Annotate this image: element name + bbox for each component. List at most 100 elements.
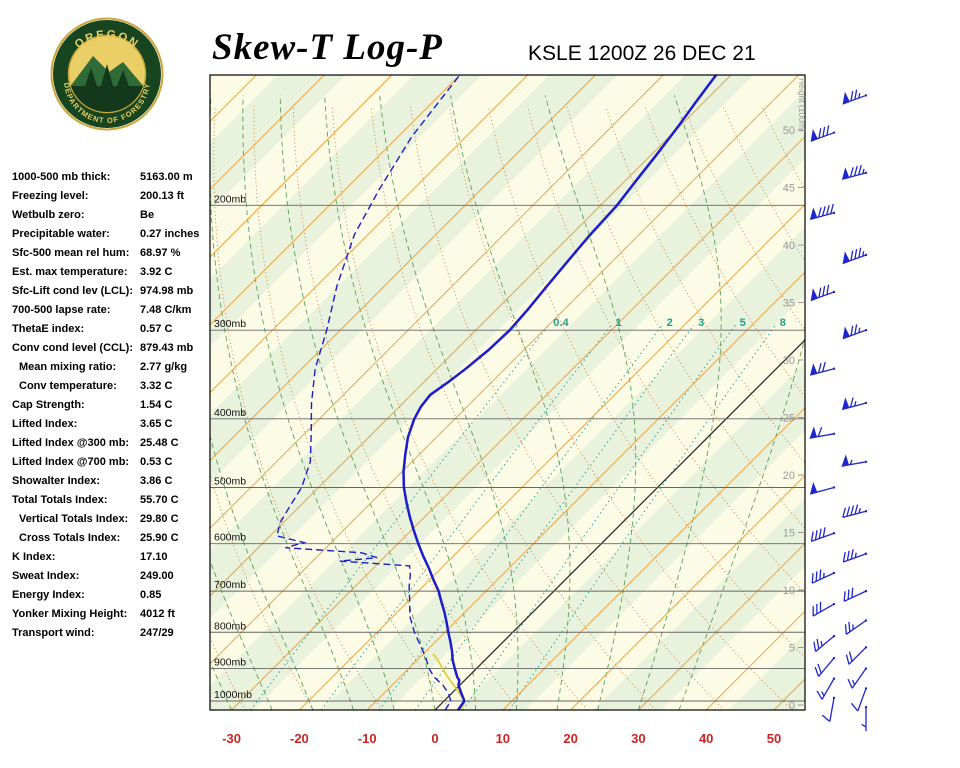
index-value: 0.85	[140, 588, 162, 601]
logo-inner-edge	[67, 34, 147, 114]
dry-adiabat-line	[409, 106, 725, 710]
index-value: 25.90 C	[140, 531, 179, 544]
dry-adiabat-line	[449, 106, 793, 710]
tree-icon	[85, 68, 97, 86]
index-row: Sfc-500 mean rel hum: 68.97 %	[12, 243, 212, 262]
index-value: 3.92 C	[140, 265, 173, 278]
wind-barb	[844, 619, 868, 635]
mixing-ratio-line	[508, 324, 776, 710]
zero-isotherm-line	[434, 339, 805, 710]
pressure-label: 300mb	[214, 318, 246, 330]
mixing-ratio-label: 8	[780, 317, 786, 329]
moist-adiabat-line	[92, 95, 190, 710]
index-row: 700-500 lapse rate: 7.48 C/km	[12, 300, 212, 319]
wind-barb	[816, 677, 836, 700]
index-row: Lifted Index: 3.65 C	[12, 414, 212, 433]
isotherm-line	[366, 271, 805, 710]
index-row: Sweat Index: 249.00	[12, 566, 212, 585]
x-axis-label: 30	[631, 731, 645, 746]
index-label: Sfc-500 mean rel hum:	[12, 246, 130, 259]
wind-barb	[809, 361, 836, 376]
index-label: Lifted Index @300 mb:	[12, 436, 130, 449]
temperature-trace	[402, 75, 718, 710]
dry-adiabat-line	[210, 636, 246, 710]
mixing-ratio-label: 2	[667, 317, 673, 329]
moist-adiabat-line	[678, 336, 805, 710]
index-row: Lifted Index @300 mb: 25.48 C	[12, 433, 212, 452]
mixing-ratio-line	[414, 324, 695, 710]
dry-adiabat-line	[370, 106, 657, 710]
index-row: Cross Totals Index: 25.90 C	[12, 528, 212, 547]
isotherm-line	[0, 75, 189, 710]
index-label: Sfc-Lift cond lev (LCL):	[12, 284, 133, 297]
moist-adiabat-line	[324, 95, 477, 710]
wind-barb	[811, 569, 836, 584]
index-value: 3.32 C	[140, 379, 173, 392]
logo-outer-edge	[50, 17, 164, 131]
index-row: 1000-500 mb thick: 5163.00 m	[12, 167, 212, 186]
index-value: 0.53 C	[140, 455, 173, 468]
index-value: 974.98 mb	[140, 284, 194, 297]
moist-adiabat-line	[379, 95, 519, 710]
isotherm-line	[210, 75, 325, 190]
index-row: Conv temperature: 3.32 C	[12, 376, 212, 395]
index-value: 3.86 C	[140, 474, 173, 487]
dry-adiabat-line	[918, 106, 960, 710]
moist-adiabat-line	[544, 95, 637, 710]
plot-grid	[0, 75, 960, 710]
dry-adiabat-line	[840, 106, 960, 710]
x-axis-label: 50	[767, 731, 781, 746]
dry-adiabat-line	[800, 105, 805, 115]
wind-barb	[850, 687, 868, 712]
isotherm-line	[502, 407, 805, 710]
index-label: Yonker Mixing Height:	[12, 607, 128, 620]
dry-adiabat-line	[331, 106, 588, 710]
plot-background	[210, 75, 805, 710]
moist-adiabat-line	[210, 559, 273, 710]
index-label: K Index:	[12, 550, 56, 563]
index-row: Freezing level: 200.13 ft	[12, 186, 212, 205]
dry-adiabat-line	[761, 106, 805, 191]
moist-adiabat-line	[210, 95, 354, 710]
index-value: 1.54 C	[140, 398, 173, 411]
index-value: 5163.00 m	[140, 170, 193, 183]
index-label: Mean mixing ratio:	[19, 360, 117, 373]
mixing-ratio-label: 5	[740, 317, 746, 329]
wind-barb	[843, 587, 868, 602]
tree-icon	[101, 64, 113, 86]
index-row: Sfc-Lift cond lev (LCL): 974.98 mb	[12, 281, 212, 300]
index-value: 4012 ft	[140, 607, 175, 620]
index-row: Conv cond level (CCL): 879.43 mb	[12, 338, 212, 357]
dry-adiabat-line	[83, 106, 177, 710]
index-label: Vertical Totals Index:	[19, 512, 129, 525]
height-tick-label: 40	[783, 240, 795, 252]
height-tick-label: 45	[783, 183, 795, 195]
moist-adiabat-line	[210, 659, 232, 710]
wind-barb	[842, 549, 868, 563]
index-label: ThetaE index:	[12, 322, 85, 335]
index-row: Showalter Index: 3.86 C	[12, 471, 212, 490]
station-time-label: KSLE 1200Z 26 DEC 21	[528, 42, 756, 65]
height-axis-title: Height (100m)	[797, 78, 807, 132]
moist-adiabat-line	[450, 95, 571, 710]
height-tick-label: 50	[783, 125, 795, 137]
index-value: 25.48 C	[140, 436, 179, 449]
moist-adiabat-line	[210, 434, 314, 710]
index-value: Be	[140, 208, 155, 221]
index-label: Est. max temperature:	[12, 265, 128, 278]
index-row: Precipitable water: 0.27 inches	[12, 224, 212, 243]
mixing-ratio-line	[320, 324, 612, 710]
index-label: Total Totals Index:	[12, 493, 108, 506]
moist-adiabat-line	[637, 95, 722, 710]
wind-barb	[813, 634, 836, 652]
dry-adiabat-line	[527, 106, 805, 594]
height-tick-label: 10	[783, 585, 795, 597]
isotherm-line	[210, 75, 800, 665]
isotherm-line	[638, 542, 805, 710]
height-tick-label: 5	[789, 643, 795, 655]
x-axis-label: -30	[222, 731, 241, 746]
index-label: Energy Index:	[12, 588, 85, 601]
isotherm-line	[210, 75, 732, 597]
